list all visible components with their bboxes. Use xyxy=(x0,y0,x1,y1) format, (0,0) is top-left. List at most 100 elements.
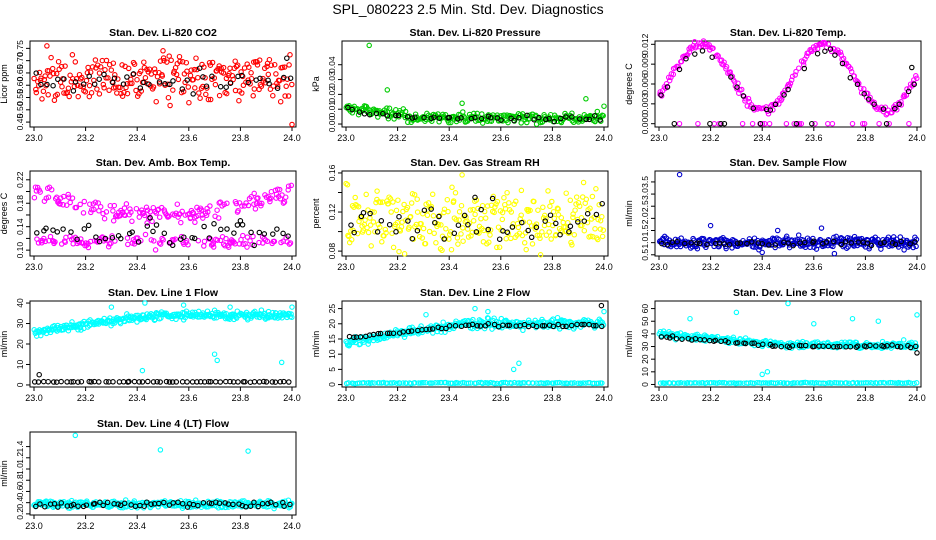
panel-3: Stan. Dev. Li-820 Temp. degrees C 23.0 23.2… xyxy=(624,27,926,143)
x-tick-label: 23.4 xyxy=(128,133,146,143)
data-point xyxy=(912,343,919,350)
data-point xyxy=(485,380,491,386)
data-point xyxy=(254,62,261,68)
data-point xyxy=(479,111,485,117)
data-point xyxy=(536,114,542,121)
data-point xyxy=(357,334,364,340)
data-point xyxy=(211,315,217,321)
data-point xyxy=(580,380,586,386)
x-tick-label: 23.6 xyxy=(492,393,510,403)
data-point xyxy=(742,340,749,347)
data-point xyxy=(36,69,43,76)
data-point xyxy=(159,235,165,242)
data-point xyxy=(133,87,139,94)
data-point xyxy=(820,343,826,349)
data-point xyxy=(580,179,587,186)
data-point xyxy=(81,226,88,232)
data-point xyxy=(380,110,386,117)
data-point xyxy=(271,61,278,68)
data-point xyxy=(60,193,67,200)
data-point xyxy=(657,380,664,386)
data-point xyxy=(851,243,857,249)
data-point xyxy=(592,118,598,125)
data-point xyxy=(289,81,295,88)
data-point xyxy=(914,75,920,82)
data-point xyxy=(233,63,240,70)
data-point xyxy=(751,380,757,387)
data-point xyxy=(849,315,856,322)
data-point xyxy=(443,325,449,332)
data-point xyxy=(599,380,605,386)
data-point xyxy=(287,52,293,58)
data-point xyxy=(118,235,124,242)
data-point xyxy=(210,244,217,250)
data-point xyxy=(188,67,195,73)
data-point xyxy=(670,71,677,78)
data-point xyxy=(355,203,362,210)
data-point xyxy=(97,204,104,210)
data-point xyxy=(135,239,142,245)
data-point xyxy=(235,207,241,214)
data-point xyxy=(750,105,757,112)
data-point xyxy=(194,379,200,385)
data-point xyxy=(590,322,597,329)
data-point xyxy=(288,311,294,317)
data-point xyxy=(785,380,791,386)
y-tick-label: 0.16 xyxy=(327,164,337,181)
data-point xyxy=(477,323,484,329)
data-point xyxy=(599,200,605,207)
data-point xyxy=(187,214,194,221)
data-point xyxy=(513,198,519,205)
data-point xyxy=(571,380,578,386)
data-point xyxy=(174,201,181,207)
data-point xyxy=(474,323,481,329)
data-point xyxy=(470,218,477,224)
data-point xyxy=(80,210,87,216)
data-point xyxy=(144,499,150,505)
data-point xyxy=(184,77,190,83)
data-point xyxy=(687,315,693,322)
data-point xyxy=(723,245,729,252)
data-point xyxy=(521,240,528,246)
data-point xyxy=(285,187,291,193)
data-point xyxy=(438,222,444,228)
data-point xyxy=(73,204,80,211)
y-tick-label: 0.14 xyxy=(15,218,25,235)
chart-title: Stan. Dev. Gas Stream RH xyxy=(410,157,539,169)
data-point xyxy=(110,208,116,214)
data-point xyxy=(215,66,221,72)
data-point xyxy=(556,379,563,386)
data-point xyxy=(101,85,107,91)
data-point xyxy=(889,342,895,348)
data-point xyxy=(839,60,846,67)
data-point xyxy=(62,63,68,69)
data-point xyxy=(152,69,159,76)
data-point xyxy=(165,94,172,101)
data-point xyxy=(486,239,492,246)
data-points xyxy=(656,171,920,257)
data-point xyxy=(78,378,85,385)
data-point xyxy=(211,351,218,357)
data-point xyxy=(54,229,61,235)
data-point xyxy=(659,240,665,247)
data-point xyxy=(75,503,81,509)
data-point xyxy=(363,191,369,198)
y-tick-label: 0.009 xyxy=(640,53,650,75)
data-point xyxy=(356,109,363,115)
data-point xyxy=(728,74,734,80)
data-point xyxy=(465,380,472,386)
data-point xyxy=(822,48,828,54)
data-point xyxy=(129,218,135,225)
data-point xyxy=(281,378,287,385)
data-point xyxy=(91,81,98,87)
data-point xyxy=(179,500,186,507)
data-point xyxy=(175,499,181,506)
data-point xyxy=(220,64,227,71)
data-point xyxy=(166,379,173,385)
y-tick-label: 0.08 xyxy=(327,243,337,260)
data-point xyxy=(676,380,682,386)
data-point xyxy=(63,202,70,208)
data-point xyxy=(286,241,293,247)
data-point xyxy=(106,87,112,94)
data-point xyxy=(676,66,683,73)
